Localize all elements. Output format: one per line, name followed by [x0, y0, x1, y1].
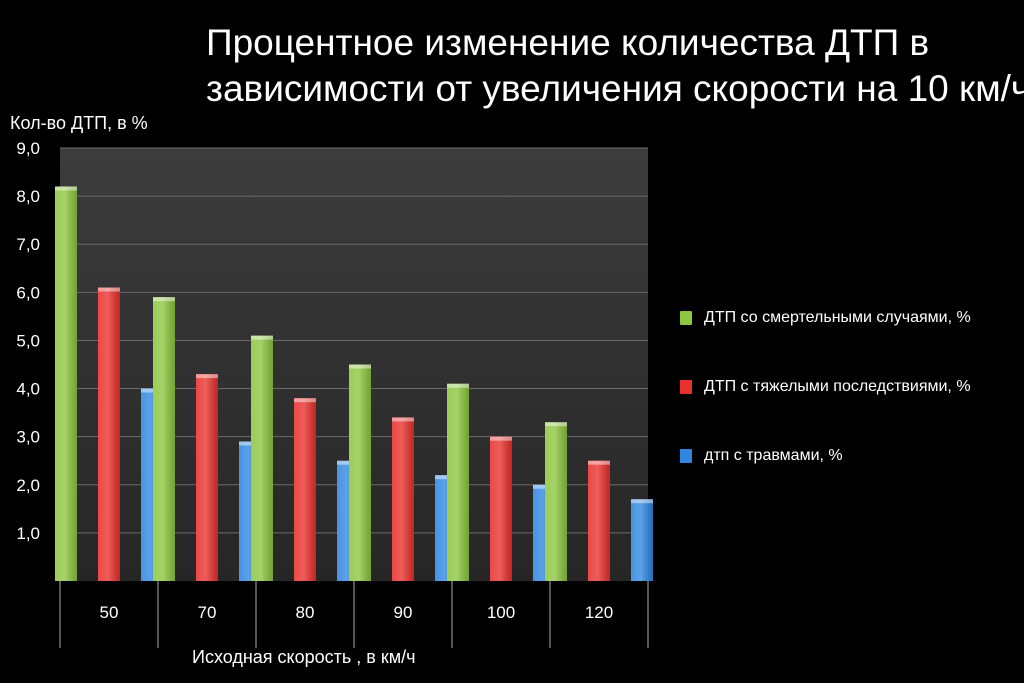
- bar-shading: [196, 374, 218, 581]
- bar-shading: [55, 186, 77, 581]
- legend-item-injury: дтп с травмами, %: [680, 443, 1020, 469]
- bar-cap: [349, 364, 371, 369]
- bar-cap: [533, 484, 555, 489]
- y-axis-label: Кол-во ДТП, в %: [10, 113, 148, 133]
- bar-cap: [337, 460, 359, 465]
- chart-title-line-1: Процентное изменение количества ДТП в: [206, 22, 930, 63]
- x-tick-label: 80: [296, 603, 315, 622]
- bar-cap: [55, 186, 77, 191]
- legend-label-fatal: ДТП со смертельными случаями, %: [704, 309, 971, 326]
- bar-cap: [251, 335, 273, 340]
- bar-shading: [294, 398, 316, 581]
- legend-swatch-injury: [680, 449, 692, 463]
- bar-shading: [392, 417, 414, 581]
- bar-cap: [631, 499, 653, 504]
- y-tick-label: 6,0: [16, 283, 40, 302]
- y-tick-label: 2,0: [16, 476, 40, 495]
- chart-title: Процентное изменение количества ДТП в за…: [206, 20, 1024, 112]
- chart-title-line-2: зависимости от увеличения скорости на 10…: [206, 68, 1024, 109]
- x-tick-label: 120: [585, 603, 613, 622]
- bar-cap: [141, 388, 163, 393]
- bar-shading: [251, 335, 273, 581]
- legend: ДТП со смертельными случаями, % ДТП с тя…: [680, 305, 1020, 512]
- x-tick-label: 100: [487, 603, 515, 622]
- bar-cap: [239, 441, 261, 446]
- bar-shading: [153, 297, 175, 581]
- y-tick-label: 5,0: [16, 331, 40, 350]
- bar-shading: [545, 422, 567, 581]
- y-tick-label: 8,0: [16, 187, 40, 206]
- y-tick-label: 3,0: [16, 428, 40, 447]
- legend-label-severe: ДТП с тяжелыми последствиями, %: [704, 378, 971, 395]
- legend-swatch-severe: [680, 380, 692, 394]
- x-tick-label: 90: [394, 603, 413, 622]
- y-tick-label: 9,0: [16, 139, 40, 158]
- y-tick-label: 1,0: [16, 524, 40, 543]
- bar-shading: [349, 364, 371, 581]
- bar-cap: [447, 383, 469, 388]
- bar-shading: [631, 499, 653, 581]
- bar-cap: [435, 475, 457, 480]
- bar-cap: [490, 436, 512, 441]
- bar-shading: [588, 460, 610, 581]
- bar-cap: [392, 417, 414, 422]
- bar-cap: [294, 398, 316, 403]
- x-axis-label: Исходная скорость , в км/ч: [192, 647, 416, 667]
- bar-shading: [98, 287, 120, 581]
- y-tick-label: 4,0: [16, 380, 40, 399]
- bar-cap: [98, 287, 120, 292]
- y-tick-label: 7,0: [16, 235, 40, 254]
- x-tick-label: 50: [100, 603, 119, 622]
- legend-label-injury: дтп с травмами, %: [704, 447, 843, 464]
- legend-swatch-fatal: [680, 311, 692, 325]
- bar-shading: [490, 436, 512, 581]
- bar-cap: [153, 297, 175, 302]
- bar-shading: [447, 383, 469, 581]
- x-tick-label: 70: [198, 603, 217, 622]
- legend-item-fatal: ДТП со смертельными случаями, %: [680, 305, 1020, 331]
- legend-item-severe: ДТП с тяжелыми последствиями, %: [680, 374, 1020, 400]
- bar-cap: [196, 374, 218, 379]
- bar-cap: [588, 460, 610, 465]
- bar-cap: [545, 422, 567, 427]
